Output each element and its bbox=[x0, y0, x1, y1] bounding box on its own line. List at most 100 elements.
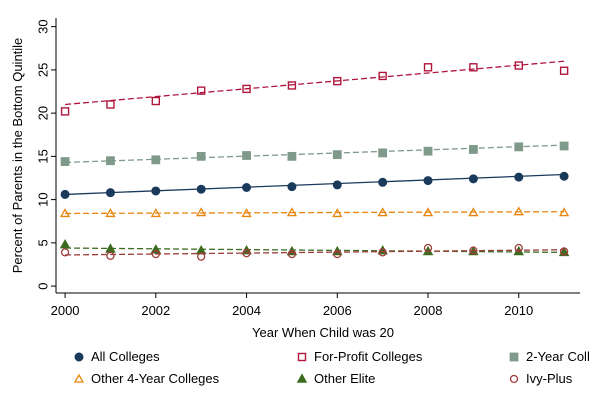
data-point bbox=[196, 151, 206, 161]
data-point bbox=[151, 96, 161, 106]
data-point bbox=[377, 207, 388, 217]
data-point bbox=[151, 249, 160, 259]
series-4 bbox=[59, 238, 570, 257]
data-point bbox=[423, 176, 433, 186]
y-axis-title: Percent of Parents in the Bottom Quintil… bbox=[10, 38, 25, 274]
data-point bbox=[242, 84, 251, 94]
data-point bbox=[287, 249, 297, 259]
data-point bbox=[242, 151, 251, 160]
y-tick-label: 25 bbox=[36, 63, 51, 77]
data-point bbox=[559, 171, 569, 181]
series-fit-line bbox=[65, 144, 565, 164]
data-point bbox=[559, 66, 569, 75]
legend-item: Other 4-Year Colleges bbox=[73, 371, 220, 386]
data-point bbox=[151, 155, 161, 165]
data-point bbox=[332, 150, 342, 160]
data-point bbox=[59, 208, 71, 218]
data-point bbox=[378, 177, 388, 187]
series-0 bbox=[60, 171, 569, 199]
data-point bbox=[514, 142, 524, 152]
y-tick-label: 5 bbox=[36, 239, 51, 246]
data-point bbox=[559, 141, 569, 151]
data-point bbox=[197, 252, 206, 261]
data-point bbox=[287, 81, 297, 90]
legend-marker bbox=[509, 352, 519, 362]
series-2 bbox=[60, 141, 569, 166]
series-3 bbox=[59, 206, 570, 218]
data-point bbox=[333, 249, 342, 259]
data-point bbox=[514, 243, 523, 253]
data-point bbox=[105, 208, 116, 218]
legend-label: Ivy-Plus bbox=[526, 371, 573, 386]
data-point bbox=[423, 243, 433, 253]
legend-label: For-Profit Colleges bbox=[314, 349, 423, 364]
data-point bbox=[60, 157, 70, 166]
data-point bbox=[468, 145, 478, 154]
data-point bbox=[378, 248, 387, 257]
data-point bbox=[469, 63, 478, 72]
legend-label: All Colleges bbox=[91, 349, 160, 364]
data-point bbox=[150, 208, 161, 218]
data-point bbox=[422, 207, 434, 217]
x-tick-label: 2010 bbox=[504, 303, 533, 318]
data-point bbox=[468, 207, 479, 217]
series-5 bbox=[60, 243, 569, 261]
data-point bbox=[513, 206, 524, 216]
legend-label: Other 4-Year Colleges bbox=[91, 371, 220, 386]
x-tick-label: 2004 bbox=[232, 303, 261, 318]
data-point bbox=[196, 207, 207, 217]
legend-item: All Colleges bbox=[74, 349, 160, 364]
data-point bbox=[59, 238, 71, 249]
data-point bbox=[378, 148, 388, 158]
legend-marker bbox=[74, 352, 84, 362]
data-point bbox=[287, 151, 297, 161]
legend-item: 2-Year Colleges bbox=[509, 349, 590, 364]
data-point bbox=[423, 146, 433, 156]
legend-item: Ivy-Plus bbox=[509, 371, 573, 386]
series-1 bbox=[60, 60, 569, 116]
data-point bbox=[60, 107, 70, 116]
data-point bbox=[151, 186, 161, 196]
legend-marker bbox=[509, 374, 519, 384]
legend-label: 2-Year Colleges bbox=[526, 349, 590, 364]
series-fit-line bbox=[65, 173, 565, 196]
data-point bbox=[196, 184, 206, 194]
data-point bbox=[469, 246, 478, 255]
data-point bbox=[105, 188, 115, 198]
series-fit-line bbox=[65, 60, 565, 106]
data-point bbox=[106, 100, 115, 109]
axes: 0 5 10 15 20 25 30 2000 2002 2004 2006 2008 2010 bbox=[36, 18, 580, 318]
data-point bbox=[332, 180, 342, 190]
x-tick-label: 2002 bbox=[141, 303, 170, 318]
data-point bbox=[332, 208, 343, 218]
data-point bbox=[559, 207, 570, 217]
y-tick-label: 0 bbox=[36, 282, 51, 289]
data-point bbox=[196, 86, 206, 95]
data-point bbox=[242, 249, 251, 258]
data-point bbox=[106, 156, 115, 166]
x-tick-label: 2008 bbox=[414, 303, 443, 318]
y-tick-label: 15 bbox=[36, 149, 51, 163]
legend-label: Other Elite bbox=[314, 371, 375, 386]
data-point bbox=[333, 76, 342, 86]
y-tick-label: 10 bbox=[36, 192, 51, 206]
legend-item: For-Profit Colleges bbox=[297, 349, 423, 364]
data-point bbox=[378, 71, 387, 81]
data-point bbox=[60, 189, 70, 199]
legend-item: Other Elite bbox=[296, 371, 375, 386]
data-point bbox=[559, 247, 569, 256]
data-point bbox=[287, 182, 297, 192]
data-point bbox=[468, 174, 478, 184]
x-tick-label: 2000 bbox=[51, 303, 80, 318]
data-point bbox=[242, 182, 252, 192]
series-fit-line bbox=[65, 211, 565, 215]
plot-area bbox=[59, 60, 570, 261]
data-point bbox=[514, 61, 523, 70]
data-point bbox=[60, 248, 70, 257]
x-axis-title: Year When Child was 20 bbox=[252, 325, 394, 340]
data-point bbox=[514, 172, 524, 182]
y-tick-label: 30 bbox=[36, 19, 51, 33]
legend: All Colleges For-Profit Colleges 2-Year Co… bbox=[73, 349, 590, 386]
series-fit-line bbox=[65, 249, 565, 256]
